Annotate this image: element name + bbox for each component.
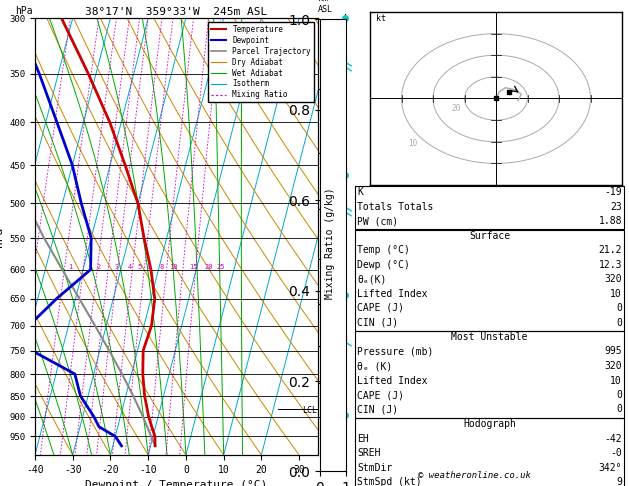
Text: 20: 20 <box>204 263 213 270</box>
Text: 6: 6 <box>146 263 150 270</box>
Text: 20: 20 <box>452 104 461 113</box>
Text: 1: 1 <box>69 263 72 270</box>
Text: CAPE (J): CAPE (J) <box>357 303 404 313</box>
Text: θₑ(K): θₑ(K) <box>357 274 386 284</box>
Text: 1.88: 1.88 <box>599 216 622 226</box>
Text: 0: 0 <box>616 303 622 313</box>
Text: EH: EH <box>357 434 369 444</box>
Text: 3: 3 <box>114 263 119 270</box>
Legend: Temperature, Dewpoint, Parcel Trajectory, Dry Adiabat, Wet Adiabat, Isotherm, Mi: Temperature, Dewpoint, Parcel Trajectory… <box>208 22 314 103</box>
Text: 10: 10 <box>408 139 417 148</box>
Text: LCL: LCL <box>302 406 317 416</box>
Text: SREH: SREH <box>357 448 381 458</box>
Text: Mixing Ratio (g/kg): Mixing Ratio (g/kg) <box>325 187 335 299</box>
Text: 320: 320 <box>604 274 622 284</box>
Text: StmSpd (kt): StmSpd (kt) <box>357 477 421 486</box>
Text: Dewp (°C): Dewp (°C) <box>357 260 410 270</box>
Text: 0: 0 <box>616 404 622 415</box>
Bar <box>355 418 624 486</box>
Text: 10: 10 <box>610 376 622 385</box>
Text: Most Unstable: Most Unstable <box>452 332 528 342</box>
Text: kt: kt <box>376 14 386 23</box>
Text: Lifted Index: Lifted Index <box>357 376 428 385</box>
Text: Temp (°C): Temp (°C) <box>357 245 410 255</box>
Text: 12.3: 12.3 <box>599 260 622 270</box>
Text: 2: 2 <box>97 263 101 270</box>
Text: Surface: Surface <box>469 230 510 241</box>
Text: CIN (J): CIN (J) <box>357 317 398 328</box>
Text: Lifted Index: Lifted Index <box>357 289 428 298</box>
Text: hPa: hPa <box>15 6 33 16</box>
Text: PW (cm): PW (cm) <box>357 216 398 226</box>
X-axis label: Dewpoint / Temperature (°C): Dewpoint / Temperature (°C) <box>86 480 267 486</box>
Bar <box>355 229 624 331</box>
Text: 0: 0 <box>616 317 622 328</box>
Text: 5: 5 <box>138 263 142 270</box>
Text: © weatheronline.co.uk: © weatheronline.co.uk <box>418 471 531 480</box>
Text: 25: 25 <box>216 263 225 270</box>
Text: 320: 320 <box>604 361 622 371</box>
Text: -42: -42 <box>604 434 622 444</box>
Text: 342°: 342° <box>599 463 622 472</box>
Title: 38°17'N  359°33'W  245m ASL: 38°17'N 359°33'W 245m ASL <box>86 7 267 17</box>
Text: Hodograph: Hodograph <box>463 419 516 429</box>
Text: 21.2: 21.2 <box>599 245 622 255</box>
Text: -0: -0 <box>610 448 622 458</box>
Text: Totals Totals: Totals Totals <box>357 202 433 211</box>
Text: 9: 9 <box>616 477 622 486</box>
Text: StmDir: StmDir <box>357 463 392 472</box>
Text: 23: 23 <box>610 202 622 211</box>
Text: -19: -19 <box>604 187 622 197</box>
Text: 995: 995 <box>604 347 622 357</box>
Y-axis label: hPa: hPa <box>0 226 4 246</box>
Text: K: K <box>357 187 363 197</box>
Bar <box>355 331 624 418</box>
Text: 4: 4 <box>127 263 131 270</box>
Text: 29.09.2024  18GMT (Base: 06): 29.09.2024 18GMT (Base: 06) <box>375 17 574 30</box>
Text: 8: 8 <box>160 263 164 270</box>
Text: CAPE (J): CAPE (J) <box>357 390 404 400</box>
Text: Pressure (mb): Pressure (mb) <box>357 347 433 357</box>
Text: 15: 15 <box>189 263 198 270</box>
Text: km
ASL: km ASL <box>318 0 333 14</box>
Text: 10: 10 <box>610 289 622 298</box>
Bar <box>355 186 624 229</box>
Text: θₑ (K): θₑ (K) <box>357 361 392 371</box>
Text: 0: 0 <box>616 390 622 400</box>
Text: 10: 10 <box>169 263 177 270</box>
Text: CIN (J): CIN (J) <box>357 404 398 415</box>
